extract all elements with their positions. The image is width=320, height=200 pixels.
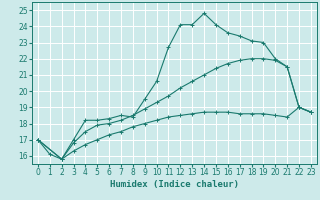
X-axis label: Humidex (Indice chaleur): Humidex (Indice chaleur) — [110, 180, 239, 189]
